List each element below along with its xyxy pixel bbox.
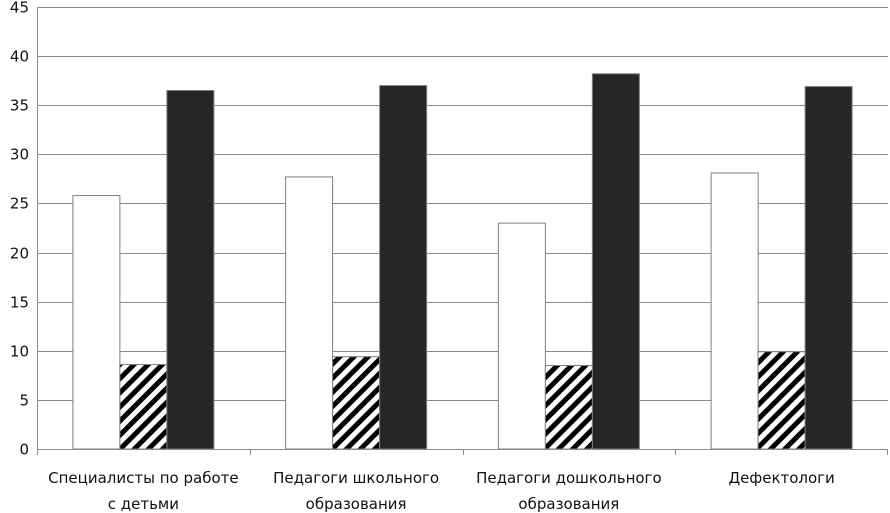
x-category-label: Педагоги школьного	[273, 469, 439, 487]
y-tick-label: 35	[10, 97, 29, 115]
bar-series-3	[591, 73, 640, 450]
y-tick-label: 5	[19, 392, 29, 410]
bar-series-3	[804, 86, 853, 450]
x-category-label: образования	[306, 495, 407, 513]
bar-series-3	[379, 85, 428, 450]
bar-series-1	[497, 222, 546, 450]
x-category-label: Специалисты по работе	[48, 469, 238, 487]
bar-series-1	[285, 176, 334, 450]
x-category-label: Дефектологи	[728, 469, 834, 487]
x-category-label: с детьми	[108, 495, 179, 513]
bars	[72, 73, 853, 450]
y-tick-label: 20	[10, 245, 29, 263]
gridlines	[37, 7, 888, 401]
bar-series-1	[710, 172, 759, 450]
y-tick-label: 30	[10, 146, 29, 164]
bar-series-1	[72, 195, 121, 450]
y-tick-label: 10	[10, 343, 29, 361]
y-tick-label: 15	[10, 294, 29, 312]
axes	[37, 7, 888, 455]
y-tick-label: 45	[10, 0, 29, 17]
x-category-label: Педагоги дошкольного	[476, 469, 662, 487]
bar-series-2	[544, 365, 593, 450]
bar-series-2	[332, 356, 381, 450]
axis-labels: 0 5 10 15 20 25 30 35 40 45 Специалисты по работе с…	[10, 0, 835, 513]
y-tick-label: 0	[19, 441, 29, 459]
x-category-label: образования	[518, 495, 619, 513]
bar-series-2	[757, 351, 806, 450]
y-tick-label: 40	[10, 48, 29, 66]
y-tick-label: 25	[10, 195, 29, 213]
bar-series-2	[119, 364, 168, 450]
bar-series-3	[166, 89, 215, 450]
